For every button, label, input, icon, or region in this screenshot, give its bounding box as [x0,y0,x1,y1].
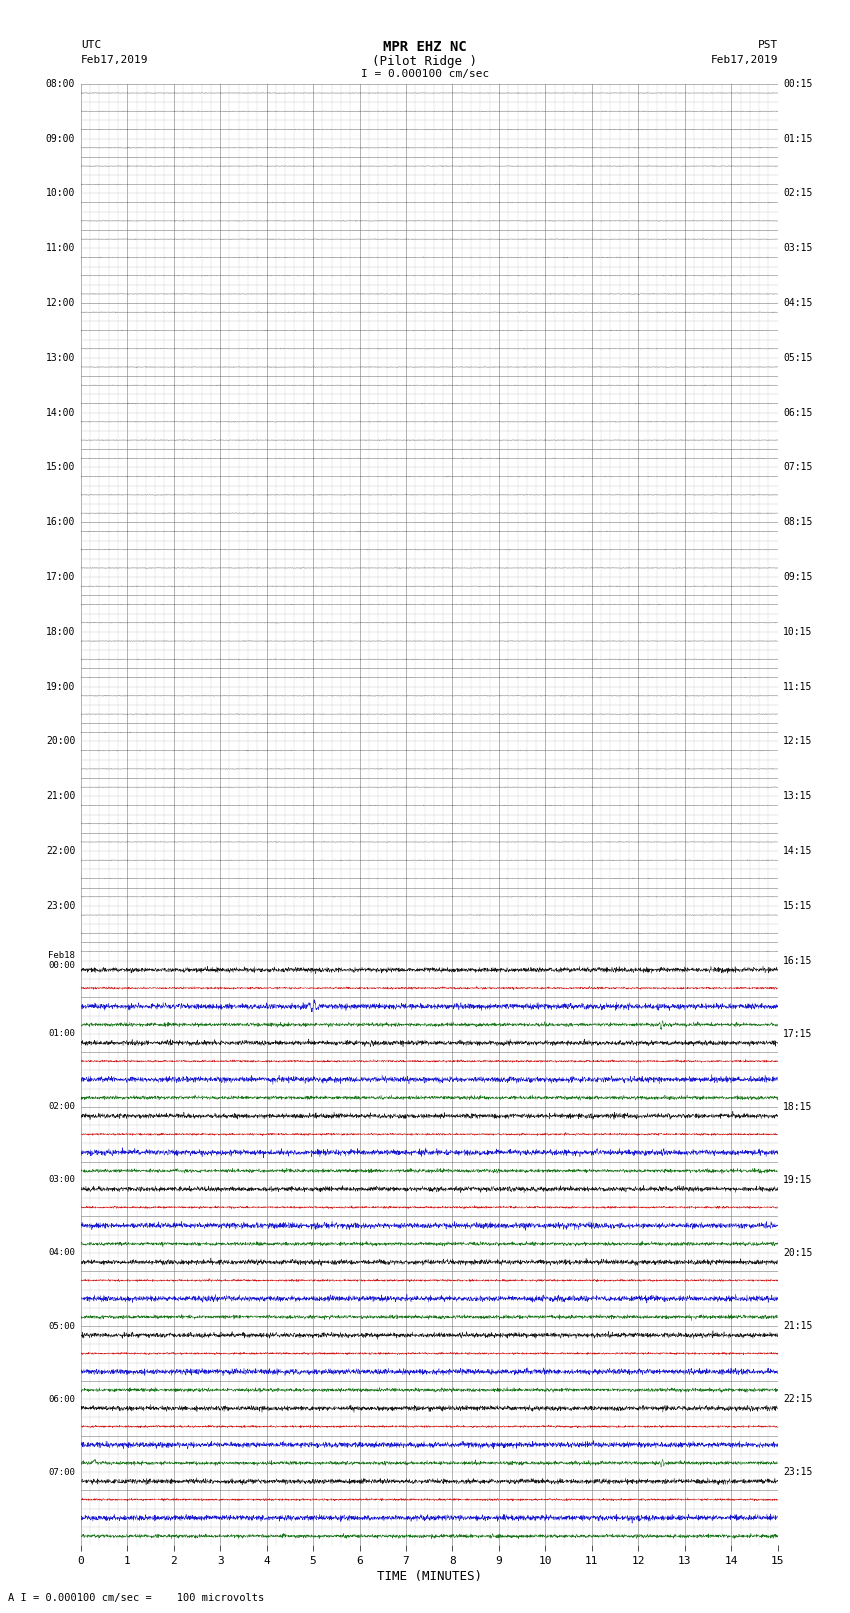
Text: 21:00: 21:00 [46,792,75,802]
Text: 12:00: 12:00 [46,298,75,308]
Text: 18:15: 18:15 [784,1102,813,1111]
Text: 22:15: 22:15 [784,1394,813,1403]
Text: Feb17,2019: Feb17,2019 [711,55,778,65]
Text: PST: PST [757,40,778,50]
Text: 06:15: 06:15 [784,408,813,418]
Text: 01:15: 01:15 [784,134,813,144]
Text: 08:00: 08:00 [46,79,75,89]
Text: 02:00: 02:00 [48,1102,75,1111]
Text: 22:00: 22:00 [46,847,75,857]
Text: 02:15: 02:15 [784,189,813,198]
Text: 14:00: 14:00 [46,408,75,418]
Text: 09:15: 09:15 [784,573,813,582]
Text: 18:00: 18:00 [46,627,75,637]
Text: 03:15: 03:15 [784,244,813,253]
Text: 11:15: 11:15 [784,682,813,692]
X-axis label: TIME (MINUTES): TIME (MINUTES) [377,1569,482,1582]
Text: 23:00: 23:00 [46,902,75,911]
Text: 05:15: 05:15 [784,353,813,363]
Text: 14:15: 14:15 [784,847,813,857]
Text: 19:00: 19:00 [46,682,75,692]
Text: 10:00: 10:00 [46,189,75,198]
Text: 15:00: 15:00 [46,463,75,473]
Text: A I = 0.000100 cm/sec =    100 microvolts: A I = 0.000100 cm/sec = 100 microvolts [8,1594,264,1603]
Text: Feb18
00:00: Feb18 00:00 [48,952,75,971]
Text: 09:00: 09:00 [46,134,75,144]
Text: 13:00: 13:00 [46,353,75,363]
Text: 12:15: 12:15 [784,737,813,747]
Text: 20:00: 20:00 [46,737,75,747]
Text: 19:15: 19:15 [784,1174,813,1186]
Text: I = 0.000100 cm/sec: I = 0.000100 cm/sec [361,69,489,79]
Text: 03:00: 03:00 [48,1176,75,1184]
Text: 17:00: 17:00 [46,573,75,582]
Text: 08:15: 08:15 [784,518,813,527]
Text: 07:00: 07:00 [48,1468,75,1476]
Text: 07:15: 07:15 [784,463,813,473]
Text: 05:00: 05:00 [48,1321,75,1331]
Text: 06:00: 06:00 [48,1395,75,1403]
Text: 17:15: 17:15 [784,1029,813,1039]
Text: 15:15: 15:15 [784,902,813,911]
Text: (Pilot Ridge ): (Pilot Ridge ) [372,55,478,68]
Text: 21:15: 21:15 [784,1321,813,1331]
Text: 16:15: 16:15 [784,957,813,966]
Text: 01:00: 01:00 [48,1029,75,1039]
Text: UTC: UTC [81,40,101,50]
Text: 11:00: 11:00 [46,244,75,253]
Text: 10:15: 10:15 [784,627,813,637]
Text: MPR EHZ NC: MPR EHZ NC [383,40,467,55]
Text: 20:15: 20:15 [784,1248,813,1258]
Text: 23:15: 23:15 [784,1468,813,1478]
Text: 00:15: 00:15 [784,79,813,89]
Text: 04:15: 04:15 [784,298,813,308]
Text: 04:00: 04:00 [48,1248,75,1258]
Text: Feb17,2019: Feb17,2019 [81,55,148,65]
Text: 13:15: 13:15 [784,792,813,802]
Text: 16:00: 16:00 [46,518,75,527]
